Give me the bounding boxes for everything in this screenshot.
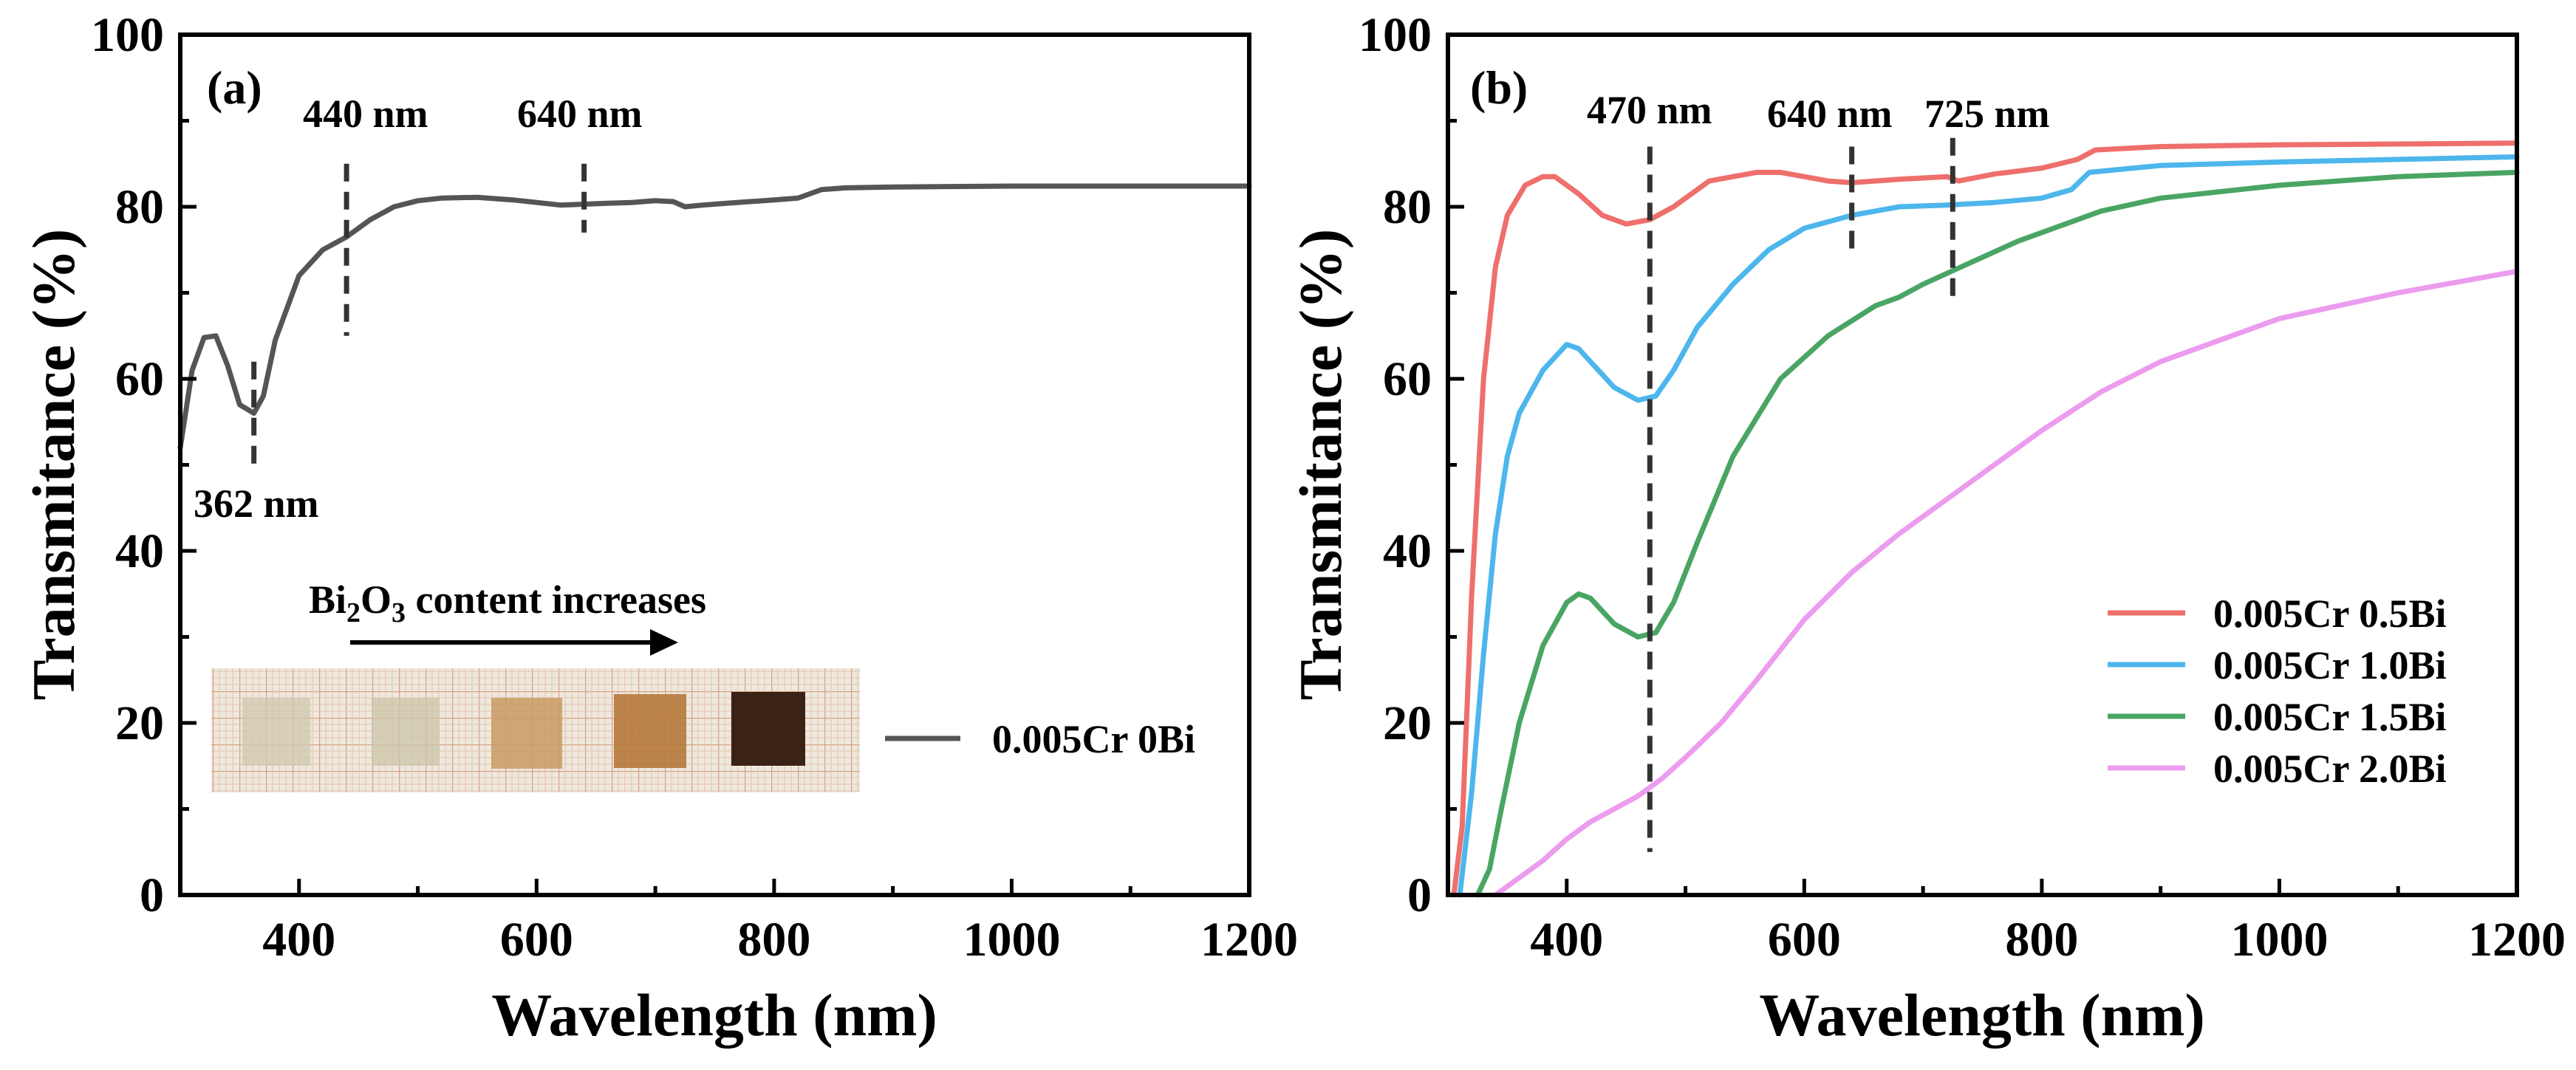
legend-b-label-4: 0.005Cr 2.0Bi <box>2213 747 2447 791</box>
legend-b-label-3: 0.005Cr 1.5Bi <box>2213 695 2447 739</box>
panel-b: 400 600 800 1000 1200 0 20 40 60 80 100 (b) 470 nm… <box>1287 8 2566 1049</box>
anno-440nm: 440 nm <box>303 92 428 136</box>
inset-caption-sub1: 2 <box>346 597 361 628</box>
y-tick-label: 100 <box>91 8 164 62</box>
anno-362nm: 362 nm <box>194 481 319 526</box>
series-line-2 <box>1457 154 2520 898</box>
y-tick-label: 40 <box>115 524 164 578</box>
series-line-3 <box>1475 169 2520 898</box>
x-tick-label: 400 <box>1530 913 1603 967</box>
inset-caption-sub2: 3 <box>392 597 406 628</box>
inset-caption: Bi2O3 content increases <box>309 577 706 628</box>
panel-b-dashes <box>1647 137 1955 852</box>
x-tick-label: 1000 <box>963 913 1060 967</box>
x-tick-label: 800 <box>737 913 810 967</box>
panel-a-legend: 0.005Cr 0Bi <box>885 717 1195 761</box>
sample-1 <box>242 698 310 766</box>
x-tick-label: 400 <box>262 913 335 967</box>
x-tick-label: 600 <box>500 913 573 967</box>
inset-photo: Bi2O3 content increases <box>211 577 860 792</box>
x-tick-label: 1200 <box>1200 913 1298 967</box>
y-tick-label: 80 <box>1383 180 1432 234</box>
legend-a-label: 0.005Cr 0Bi <box>992 717 1195 761</box>
inset-caption-bi: Bi <box>309 577 346 622</box>
x-tick-label: 600 <box>1768 913 1841 967</box>
sample-5 <box>731 692 805 766</box>
anno-725nm: 725 nm <box>1924 92 2050 136</box>
y-tick-label: 20 <box>115 696 164 750</box>
panel-a: 400 600 800 1000 1200 0 20 40 60 80 100 (a) 440 nm… <box>20 8 1298 1049</box>
y-tick-label: 0 <box>140 868 164 922</box>
anno-640nm: 640 nm <box>517 92 643 136</box>
legend-b-label-2: 0.005Cr 1.0Bi <box>2213 643 2447 687</box>
legend-b-label-1: 0.005Cr 0.5Bi <box>2213 591 2447 636</box>
anno-640nm-b: 640 nm <box>1767 92 1893 136</box>
panel-a-series-layer <box>177 183 1252 450</box>
panel-a-ylabel: Transmitance (%) <box>20 229 87 700</box>
panel-b-xlabel: Wavelength (nm) <box>1759 981 2205 1049</box>
sample-2 <box>372 698 440 766</box>
y-tick-label: 40 <box>1383 524 1432 578</box>
panel-b-ticks: 400 600 800 1000 1200 0 20 40 60 80 100 <box>1359 8 2566 967</box>
y-tick-label: 100 <box>1359 8 1432 62</box>
panel-a-dashes <box>251 163 587 465</box>
panel-b-series-layer <box>1451 140 2520 898</box>
sample-4 <box>614 694 686 768</box>
panel-b-ylabel: Transmitance (%) <box>1287 229 1354 700</box>
panel-a-ticks: 400 600 800 1000 1200 0 20 40 60 80 100 <box>91 8 1298 967</box>
x-tick-label: 800 <box>2005 913 2078 967</box>
panel-a-label: (a) <box>207 61 262 114</box>
anno-470nm: 470 nm <box>1587 88 1712 132</box>
x-tick-label: 1000 <box>2230 913 2328 967</box>
inset-caption-o: O <box>361 577 392 622</box>
series-line-4 <box>1492 268 2520 898</box>
panel-b-label: (b) <box>1470 61 1528 114</box>
y-tick-label: 20 <box>1383 696 1432 750</box>
panel-b-legend: 0.005Cr 0.5Bi 0.005Cr 1.0Bi 0.005Cr 1.5B… <box>2108 591 2447 791</box>
y-tick-label: 60 <box>115 352 164 406</box>
x-tick-label: 1200 <box>2468 913 2566 967</box>
y-tick-label: 80 <box>115 180 164 234</box>
series-line-1 <box>177 183 1252 450</box>
sample-3 <box>491 698 562 769</box>
panel-a-xlabel: Wavelength (nm) <box>491 981 937 1049</box>
series-line-1 <box>1451 140 2520 898</box>
y-tick-label: 60 <box>1383 352 1432 406</box>
inset-caption-tail: content increases <box>406 577 706 622</box>
y-tick-label: 0 <box>1407 868 1432 922</box>
inset-arrow-head <box>650 629 678 656</box>
